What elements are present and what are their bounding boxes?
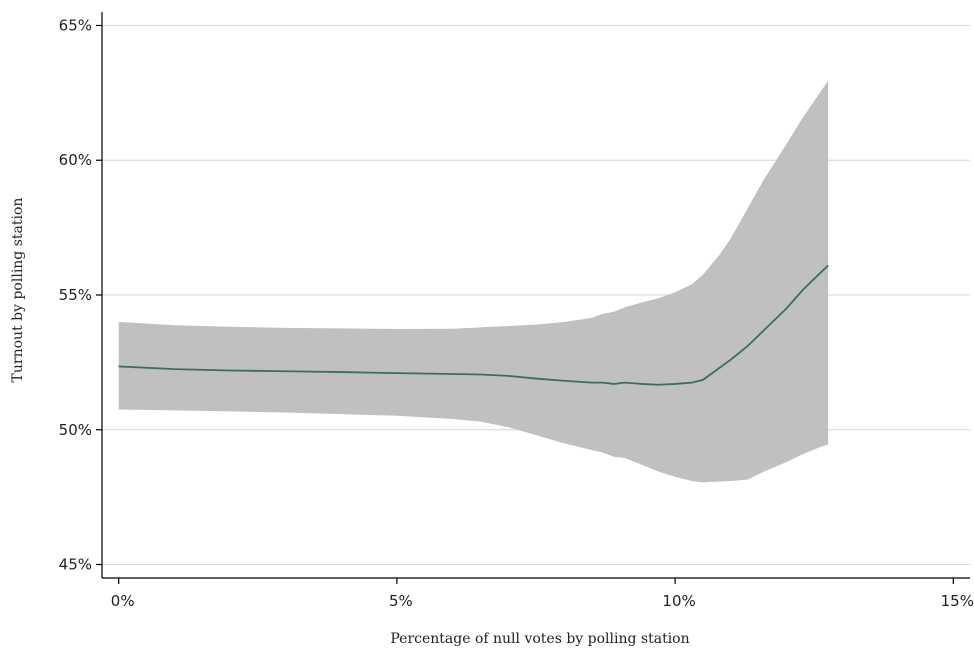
- x-tick-label: 15%: [941, 592, 974, 610]
- axes: [96, 12, 970, 584]
- y-axis-title: Turnout by polling station: [10, 198, 26, 383]
- fit-line-layer: [118, 264, 829, 386]
- x-axis-title: Percentage of null votes by polling stat…: [390, 631, 689, 647]
- fit-line: [118, 264, 829, 386]
- confidence-band: [118, 80, 829, 483]
- gridlines: [102, 24, 970, 566]
- y-tick-label: 45%: [59, 556, 92, 574]
- y-tick-label: 55%: [59, 286, 92, 304]
- x-tick-label: 5%: [389, 592, 413, 610]
- x-tick-label: 10%: [662, 592, 695, 610]
- y-tick-label: 60%: [59, 151, 92, 169]
- tick-labels: 45% 50% 55% 60% 65% 0% 5% 10% 15%: [59, 16, 974, 610]
- y-tick-label: 50%: [59, 421, 92, 439]
- y-tick-label: 65%: [59, 16, 92, 34]
- confidence-band-layer: [118, 80, 829, 483]
- x-tick-label: 0%: [111, 592, 135, 610]
